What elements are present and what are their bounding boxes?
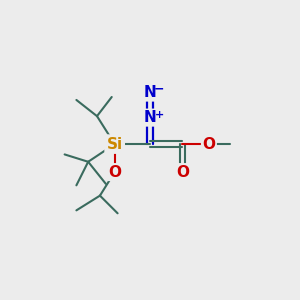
Text: Si: Si <box>106 136 123 152</box>
Text: O: O <box>176 165 189 180</box>
Text: O: O <box>108 165 121 180</box>
Text: N: N <box>144 110 156 125</box>
Text: O: O <box>202 136 215 152</box>
Text: −: − <box>154 82 165 95</box>
Text: +: + <box>155 110 164 120</box>
Text: N: N <box>144 85 156 100</box>
